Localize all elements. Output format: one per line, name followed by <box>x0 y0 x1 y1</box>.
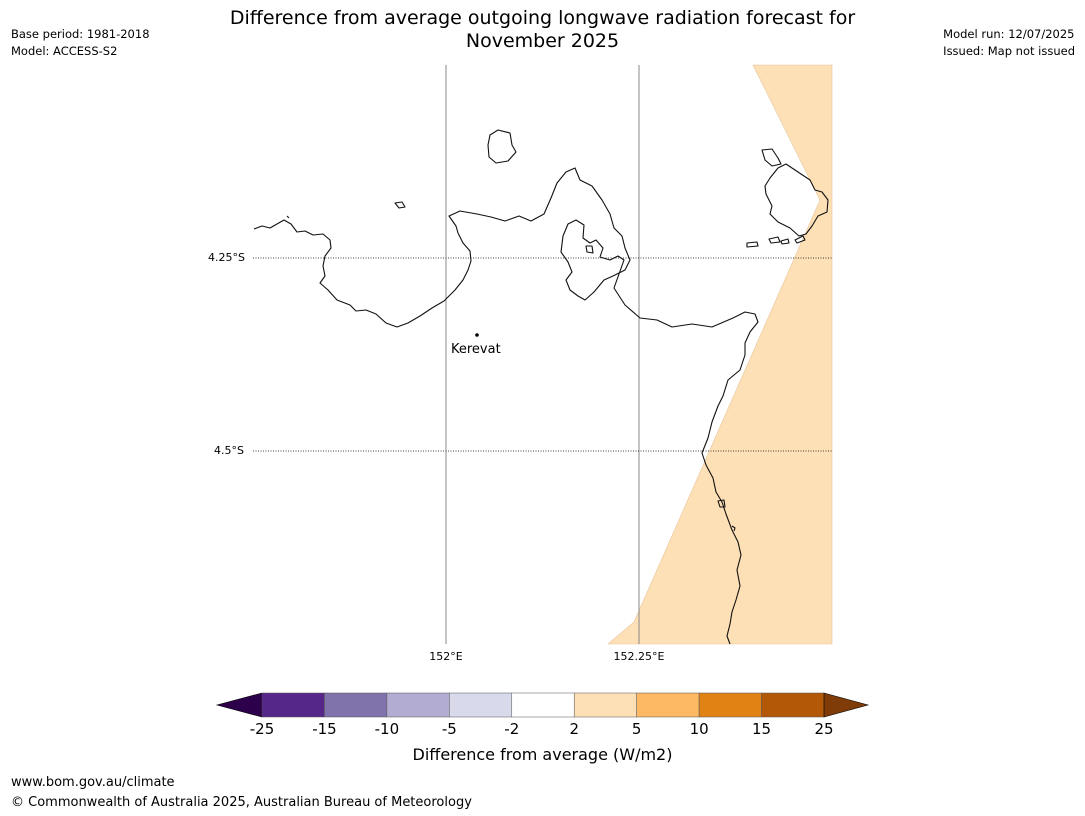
colorbar-tick-label: -25 <box>249 720 275 738</box>
colorbar-tick-label: 5 <box>631 720 642 738</box>
base-period-text: Base period: 1981-2018 <box>11 27 150 41</box>
colorbar-swatch <box>449 692 513 718</box>
lat-label-4-5: 4.5°S <box>214 444 244 457</box>
kerevat-marker <box>475 333 479 337</box>
colorbar-swatch <box>573 692 637 718</box>
lat-label-4-25: 4.25°S <box>208 251 245 264</box>
meta-left: Base period: 1981-2018 Model: ACCESS-S2 <box>11 26 150 60</box>
colorbar-tick-label: 25 <box>814 720 834 738</box>
colorbar-swatch <box>636 692 700 718</box>
meta-right: Model run: 12/07/2025 Issued: Map not is… <box>943 26 1075 60</box>
lon-label-152-25: 152.25°E <box>613 650 665 663</box>
coastline <box>253 129 829 645</box>
map-canvas <box>253 64 833 645</box>
colorbar-swatch <box>511 692 575 718</box>
colorbar-tick-label: -5 <box>441 720 457 738</box>
colorbar-tick-label: -15 <box>312 720 337 738</box>
anomaly-region <box>607 64 833 645</box>
colorbar-tick-label: 10 <box>689 720 709 738</box>
colorbar-swatch <box>386 692 450 718</box>
colorbar-swatch <box>698 692 762 718</box>
footer-copyright: © Commonwealth of Australia 2025, Austra… <box>11 795 472 810</box>
colorbar-tick-label: -10 <box>374 720 400 738</box>
lon-label-152: 152°E <box>429 650 463 663</box>
map-title-line2: November 2025 <box>465 30 620 52</box>
colorbar-over-arrow <box>823 692 870 718</box>
map-title-line1: Difference from average outgoing longwav… <box>229 7 856 29</box>
colorbar-under-arrow <box>215 692 263 718</box>
map-title: Difference from average outgoing longwav… <box>120 7 965 53</box>
colorbar-tick-label: -2 <box>504 720 520 738</box>
colorbar-tick-label: 2 <box>569 720 579 738</box>
colorbar-tick-label: 15 <box>752 720 772 738</box>
place-label-kerevat: Kerevat <box>451 342 501 357</box>
colorbar-swatch <box>261 692 325 718</box>
issued-text: Issued: Map not issued <box>943 44 1075 58</box>
model-run-text: Model run: 12/07/2025 <box>943 27 1075 41</box>
model-text: Model: ACCESS-S2 <box>11 44 118 58</box>
colorbar-swatch <box>761 692 825 718</box>
colorbar-label: Difference from average (W/m2) <box>412 745 673 764</box>
colorbar-swatch <box>324 692 388 718</box>
footer-url: www.bom.gov.au/climate <box>11 775 175 790</box>
colorbar <box>215 692 870 718</box>
